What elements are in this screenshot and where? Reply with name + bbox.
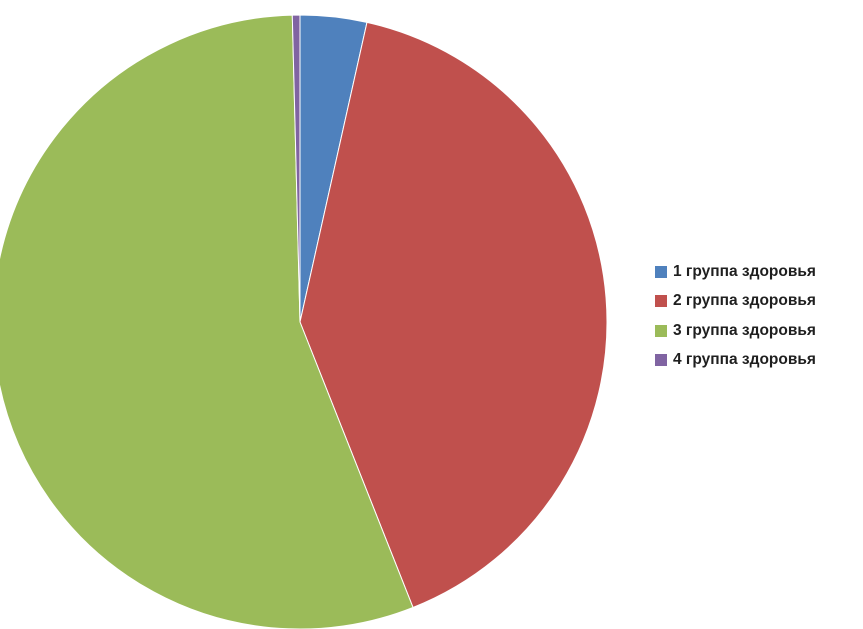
legend-swatch-group-1 xyxy=(655,265,667,278)
pie-slice-group-4 xyxy=(291,14,301,323)
pie-slice-group-2 xyxy=(299,21,608,609)
legend-item-group-2: 2 группа здоровья xyxy=(655,287,816,317)
legend-label-group-2: 2 группа здоровья xyxy=(673,292,816,310)
legend-item-group-1: 1 группа здоровья xyxy=(655,257,816,287)
legend-label-group-4: 4 группа здоровья xyxy=(673,351,816,369)
legend-label-group-1: 1 группа здоровья xyxy=(673,262,816,280)
legend-item-group-4: 4 группа здоровья xyxy=(655,346,816,376)
legend: 1 группа здоровья 2 группа здоровья 3 гр… xyxy=(655,257,816,375)
legend-item-group-3: 3 группа здоровья xyxy=(655,316,816,346)
legend-swatch-group-3 xyxy=(655,324,667,337)
legend-label-group-3: 3 группа здоровья xyxy=(673,321,816,339)
legend-swatch-group-2 xyxy=(655,295,667,308)
pie-slice-group-3 xyxy=(0,14,414,629)
legend-swatch-group-4 xyxy=(655,354,667,367)
